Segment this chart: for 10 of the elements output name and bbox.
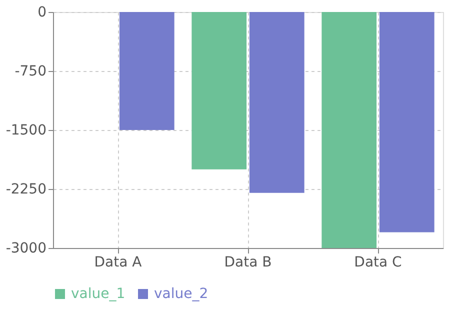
x-tick-label: Data A (94, 254, 142, 270)
x-tick-label: Data B (224, 254, 272, 270)
y-tick-label: -1500 (6, 122, 46, 138)
legend-label: value_1 (71, 286, 126, 302)
y-tick-label: -2250 (6, 182, 46, 198)
y-tick-label: 0 (38, 4, 46, 20)
y-tick-label: -3000 (6, 240, 46, 256)
legend-label: value_2 (154, 286, 208, 302)
x-tick-label: Data C (354, 254, 402, 270)
y-tick-label: -750 (14, 64, 46, 80)
